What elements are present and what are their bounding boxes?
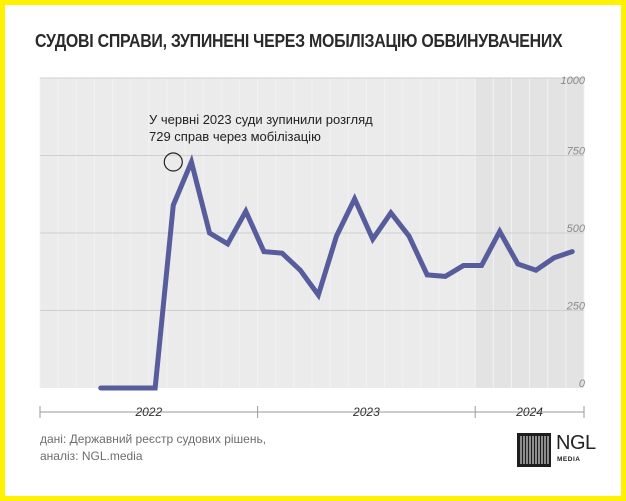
source-line-1: дані: Державний реєстр судових рішень, xyxy=(40,432,267,446)
y-tick-label: 0 xyxy=(579,378,586,390)
y-tick-label: 250 xyxy=(566,301,586,313)
chart-title: СУДОВІ СПРАВИ, ЗУПИНЕНІ ЧЕРЕЗ МОБІЛІЗАЦІ… xyxy=(35,30,563,51)
annotation-marker xyxy=(163,152,183,172)
x-group-label: 2022 xyxy=(134,405,162,419)
y-tick-label: 500 xyxy=(567,223,586,235)
ngl-logo-icon xyxy=(517,433,551,467)
logo-subtext: MEDIA xyxy=(557,456,581,463)
x-group-label: 2024 xyxy=(515,405,543,419)
y-tick-label: 1000 xyxy=(561,75,586,87)
annotation-text-line-2: 729 справ через мобілізацію xyxy=(149,129,321,144)
annotation-text-line-1: У червні 2023 суди зупинили розгляд xyxy=(149,112,373,127)
source-line-2: аналіз: NGL.media xyxy=(40,449,143,463)
source-note: дані: Державний реєстр судових рішень, а… xyxy=(40,431,266,465)
y-tick-label: 750 xyxy=(567,146,586,158)
x-group-label: 2023 xyxy=(352,405,380,419)
logo-text: NGL xyxy=(556,432,596,454)
